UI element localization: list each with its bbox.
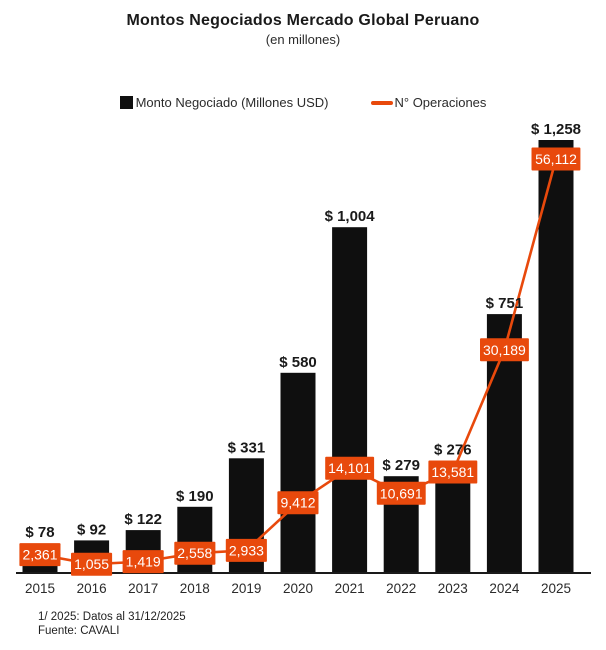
bar-value-label-2020: $ 580: [279, 354, 317, 371]
bar-value-label-2016: $ 92: [77, 521, 106, 538]
operations-label-2024: 30,189: [483, 342, 526, 358]
operations-label-2015: 2,361: [22, 547, 57, 563]
operations-label-2019: 2,933: [229, 542, 264, 558]
x-tick-2019: 2019: [231, 581, 261, 596]
operations-label-2016: 1,055: [74, 556, 109, 572]
bar-2020: [280, 372, 316, 572]
footnote-line-1: 1/ 2025: Datos al 31/12/2025: [38, 611, 186, 623]
operations-label-2021: 14,101: [328, 460, 371, 476]
operations-label-box-2016: [71, 552, 113, 576]
chart-subtitle: (en millones): [265, 32, 341, 47]
bar-value-label-2017: $ 122: [124, 511, 162, 528]
operations-label-2018: 2,558: [177, 545, 212, 561]
bar-value-label-2025: $ 1,258: [531, 121, 581, 138]
footnote-line-2: Fuente: CAVALI: [38, 625, 120, 637]
legend-bar-label: Monto Negociado (Millones USD): [135, 95, 329, 110]
bar-value-label-2021: $ 1,004: [325, 208, 376, 225]
bar-value-label-2018: $ 190: [176, 488, 214, 505]
bar-2023: [435, 477, 471, 572]
bar-2025: [538, 140, 574, 572]
legend-item-bars: Monto Negociado (Millones USD): [119, 95, 329, 110]
chart-footnote: 1/ 2025: Datos al 31/12/2025 Fuente: CAV…: [38, 610, 186, 638]
bar-value-label-2022: $ 279: [382, 457, 420, 474]
operations-label-box-2020: [277, 491, 319, 515]
operations-label-box-2015: [19, 543, 61, 567]
operations-label-box-2018: [174, 541, 216, 565]
operations-label-2017: 1,419: [126, 554, 161, 570]
x-tick-2023: 2023: [438, 581, 468, 596]
operations-label-2025: 56,112: [535, 151, 577, 167]
x-tick-2018: 2018: [180, 581, 210, 596]
x-tick-2017: 2017: [128, 581, 158, 596]
operations-label-box-2021: [325, 456, 375, 480]
operations-label-2023: 13,581: [431, 464, 474, 480]
chart-legend: Monto Negociado (Millones USD) N° Operac…: [0, 95, 606, 110]
bar-value-label-2023: $ 276: [434, 442, 472, 459]
line-swatch-icon: [370, 100, 393, 105]
operations-label-box-2019: [225, 538, 267, 562]
bar-value-label-2024: $ 751: [486, 295, 524, 312]
operations-label-box-2017: [122, 550, 164, 574]
bar-swatch-icon: [119, 96, 133, 109]
operations-label-box-2024: [480, 338, 529, 362]
legend-item-line: N° Operaciones: [370, 95, 487, 110]
x-tick-2025: 2025: [541, 581, 571, 596]
x-tick-2021: 2021: [335, 581, 365, 596]
x-tick-2020: 2020: [283, 581, 313, 596]
operations-label-box-2025: [531, 147, 581, 171]
legend-line-label: N° Operaciones: [394, 95, 487, 110]
operations-label-2020: 9,412: [280, 495, 315, 511]
x-tick-2016: 2016: [77, 581, 107, 596]
x-tick-2015: 2015: [25, 581, 55, 596]
operations-label-box-2022: [376, 481, 426, 505]
chart-title: Montos Negociados Mercado Global Peruano: [126, 12, 480, 29]
bar-value-label-2019: $ 331: [228, 439, 266, 456]
operations-label-2022: 10,691: [380, 485, 423, 501]
operations-label-box-2023: [428, 460, 478, 484]
x-tick-2022: 2022: [386, 581, 416, 596]
bar-value-label-2015: $ 78: [25, 524, 54, 541]
bar-2021: [332, 227, 368, 572]
x-tick-2024: 2024: [489, 581, 520, 596]
